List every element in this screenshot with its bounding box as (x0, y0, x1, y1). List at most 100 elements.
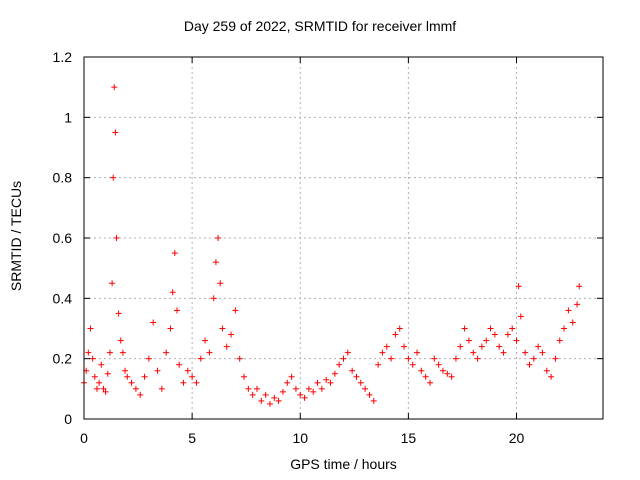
data-point (85, 349, 92, 356)
data-point (113, 235, 120, 241)
data-point (427, 379, 433, 386)
data-point (128, 379, 135, 386)
data-point (150, 319, 157, 326)
y-tick-label: 0 (64, 411, 72, 427)
data-point (496, 343, 503, 350)
data-point (124, 373, 131, 380)
data-point (122, 367, 129, 374)
data-point (154, 367, 161, 374)
plot-frame (83, 56, 604, 420)
data-point (106, 349, 113, 356)
data-point (487, 325, 494, 332)
data-point (223, 343, 230, 350)
data-point (102, 388, 109, 395)
chart-title: Day 259 of 2022, SRMTID for receiver lmm… (183, 18, 457, 34)
data-point (163, 349, 170, 356)
data-point (439, 367, 446, 374)
data-point (110, 174, 117, 181)
data-point (539, 349, 546, 356)
data-point (565, 307, 572, 314)
data-point (117, 337, 124, 344)
data-point (509, 325, 516, 332)
data-point (362, 385, 369, 392)
data-point (414, 349, 421, 356)
data-point (111, 84, 118, 91)
data-point (141, 373, 148, 380)
data-point (336, 361, 343, 368)
data-point (353, 373, 360, 380)
data-point (422, 373, 429, 380)
data-point (169, 289, 176, 296)
y-axis-label: SRMTID / TECUs (8, 180, 24, 292)
data-point (327, 379, 334, 386)
data-point (228, 331, 235, 338)
y-tick-label: 0.4 (53, 290, 73, 306)
x-tick-label: 0 (80, 430, 88, 446)
data-point (180, 379, 187, 386)
data-point (288, 373, 295, 380)
data-point (112, 129, 119, 136)
data-point (275, 397, 282, 404)
data-point (574, 301, 581, 308)
data-point (297, 391, 304, 398)
data-point (552, 355, 559, 362)
data-point (271, 394, 278, 401)
data-point (89, 355, 96, 362)
data-point (431, 355, 438, 362)
data-point (576, 283, 583, 290)
data-point (167, 325, 174, 332)
data-point (132, 385, 139, 392)
data-point (279, 388, 286, 395)
data-point (526, 361, 533, 368)
x-axis-label: GPS time / hours (290, 456, 397, 472)
y-tick-label: 0.8 (53, 170, 73, 186)
data-point (418, 367, 425, 374)
data-point (383, 343, 390, 350)
data-points (81, 84, 583, 407)
data-point (504, 331, 511, 338)
data-point (210, 295, 217, 302)
data-point (470, 349, 477, 356)
data-point (284, 379, 291, 386)
data-point (513, 337, 520, 344)
data-point (474, 355, 481, 362)
data-point (569, 319, 576, 326)
data-point (522, 349, 529, 356)
data-point (217, 280, 224, 287)
data-point (219, 325, 226, 332)
data-point (331, 370, 338, 377)
data-point (104, 370, 111, 377)
data-point (206, 349, 213, 356)
data-point (145, 355, 152, 362)
data-point (266, 400, 273, 407)
data-point (96, 379, 103, 386)
data-point (232, 307, 239, 314)
data-point (535, 343, 542, 350)
data-point (478, 343, 485, 350)
data-point (452, 355, 459, 362)
data-point (357, 379, 364, 386)
data-point (530, 355, 537, 362)
data-point (91, 373, 98, 380)
data-point (465, 337, 472, 344)
data-point (349, 367, 356, 374)
data-point (236, 355, 243, 362)
data-point (366, 391, 373, 398)
data-point (158, 385, 165, 392)
data-point (500, 349, 507, 356)
y-tick-label: 1 (64, 109, 72, 125)
data-point (254, 385, 260, 392)
x-tick-label: 20 (509, 430, 525, 446)
data-point (305, 385, 312, 392)
data-point (379, 349, 386, 356)
data-point (310, 388, 317, 395)
data-point (202, 337, 209, 344)
data-point (401, 343, 408, 350)
data-point (119, 349, 126, 356)
data-point (396, 325, 403, 332)
data-point (109, 280, 116, 287)
data-point (405, 355, 412, 362)
data-point (184, 367, 191, 374)
data-point (556, 337, 563, 344)
